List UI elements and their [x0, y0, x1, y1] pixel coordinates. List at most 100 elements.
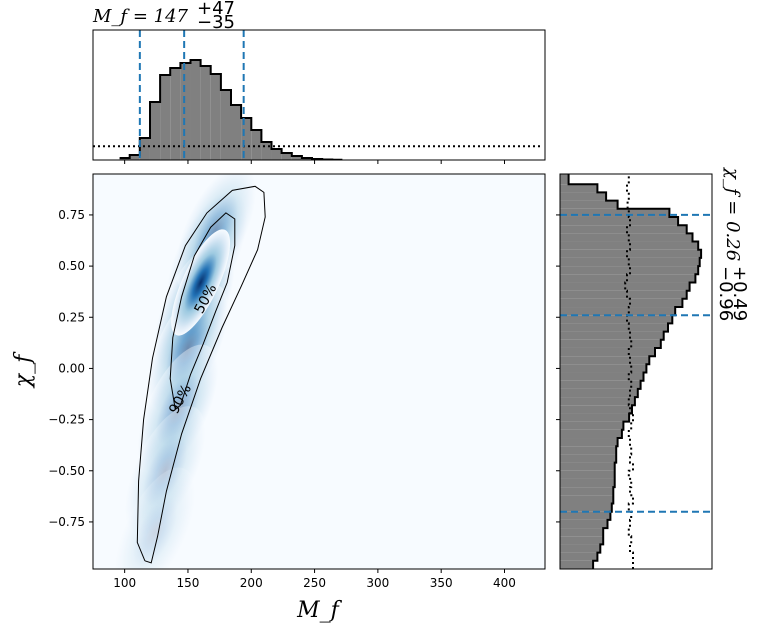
right-bar — [560, 331, 664, 340]
x-tick-label: 300 — [366, 576, 389, 590]
y-tick-label: 0.75 — [58, 208, 85, 222]
right-bar — [560, 552, 598, 561]
x-tick-label: 150 — [177, 576, 200, 590]
right-bar — [560, 487, 614, 496]
right-bar — [560, 257, 700, 267]
right-bar — [560, 200, 618, 209]
y-tick-label: −0.75 — [48, 515, 85, 529]
top-bar — [200, 66, 211, 160]
right-bar — [560, 429, 622, 439]
right-bar — [560, 266, 699, 275]
x-tick-label: 200 — [240, 576, 263, 590]
right-bar — [560, 503, 612, 512]
x-tick-label: 100 — [113, 576, 136, 590]
right-bar — [560, 192, 607, 201]
y-tick-label: 0.50 — [58, 259, 85, 273]
right-bar — [560, 519, 608, 529]
right-bar — [560, 438, 618, 447]
right-frame — [559, 173, 713, 570]
top-bar — [291, 156, 302, 160]
top-bar — [160, 75, 171, 160]
right-bar — [560, 536, 604, 545]
right-ticks — [556, 214, 560, 523]
right-bar — [560, 323, 668, 332]
top-title-main: M_f = 147 — [92, 6, 189, 27]
top-bar — [139, 138, 150, 160]
top-title: M_f = 147 — [92, 6, 189, 27]
right-title: χ_f = 0.26 — [722, 166, 743, 261]
right-bar — [560, 225, 687, 234]
right-bar — [560, 388, 638, 398]
right-bar — [560, 307, 676, 316]
right-bar — [560, 454, 617, 463]
top-bar — [180, 63, 191, 160]
y-tick-label: −0.25 — [48, 413, 85, 427]
top-bar — [271, 149, 282, 160]
top-bar — [220, 90, 232, 160]
x-tick-label: 350 — [430, 576, 453, 590]
density-blob — [114, 467, 196, 569]
top-ticks — [124, 160, 505, 164]
y-axis-ticks: −0.75 −0.50 −0.25 0.00 0.25 0.50 0.75 — [48, 208, 93, 529]
y-tick-label: −0.50 — [48, 464, 85, 478]
right-bar — [560, 421, 624, 430]
top-bar — [170, 68, 181, 160]
y-tick-label: 0.25 — [58, 310, 85, 324]
top-hist-outline — [119, 59, 343, 160]
density-peak — [171, 229, 231, 336]
right-hist-outline — [567, 174, 703, 569]
right-bar — [560, 339, 661, 348]
top-title-sub: −35 — [197, 12, 235, 33]
right-bar — [560, 470, 615, 479]
top-bar — [190, 60, 201, 160]
top-marginal-panel: M_f = 147 +47 −35 — [92, 0, 546, 164]
top-bar — [241, 118, 252, 160]
right-bar — [560, 462, 615, 471]
right-bar — [560, 478, 615, 488]
x-axis-ticks: 100 150 200 250 300 350 400 — [113, 569, 516, 590]
right-bar — [560, 174, 569, 185]
right-marginal-panel: χ_f = 0.26 +0.49 −0.96 — [556, 166, 750, 570]
right-bar — [560, 405, 632, 414]
x-tick-label: 250 — [303, 576, 326, 590]
top-title-super: +47 — [197, 0, 235, 19]
joint-frame — [92, 173, 546, 570]
right-title-main: χ_f = 0.26 — [722, 166, 743, 261]
right-bar — [560, 208, 670, 217]
right-bar — [560, 356, 650, 365]
top-bar — [210, 74, 221, 160]
x-axis-label: M_f — [296, 598, 343, 623]
right-bar — [560, 347, 656, 357]
right-bar — [560, 290, 687, 299]
right-bar — [560, 249, 702, 258]
right-bar — [560, 241, 699, 250]
density-heatmap — [114, 174, 256, 569]
right-bar — [560, 315, 673, 324]
top-bar — [261, 142, 272, 160]
right-bar — [560, 216, 679, 226]
y-tick-label: 0.00 — [58, 361, 85, 375]
right-bar — [560, 560, 594, 569]
right-prior-line — [624, 174, 634, 569]
joint-panel: 50%90% 100 150 200 250 300 350 400 −0.75−0.50−… — [11, 173, 546, 623]
right-bar — [560, 364, 647, 373]
right-bar — [560, 274, 696, 283]
right-title-super: +0.49 — [729, 266, 750, 321]
right-bar — [560, 298, 683, 308]
top-bar — [281, 153, 292, 160]
right-bar — [560, 372, 644, 381]
contour-90% — [136, 185, 266, 564]
right-bar — [560, 282, 690, 291]
top-bar — [149, 102, 161, 160]
y-axis-label: χ_f — [11, 351, 36, 389]
right-bar — [560, 446, 617, 455]
right-bar — [560, 511, 611, 520]
top-frame — [92, 29, 546, 161]
top-bar — [251, 130, 262, 160]
contour-50% — [169, 212, 236, 410]
top-histogram — [93, 30, 543, 160]
right-bar — [560, 233, 693, 242]
right-bar — [560, 413, 630, 422]
right-histogram — [560, 174, 712, 569]
